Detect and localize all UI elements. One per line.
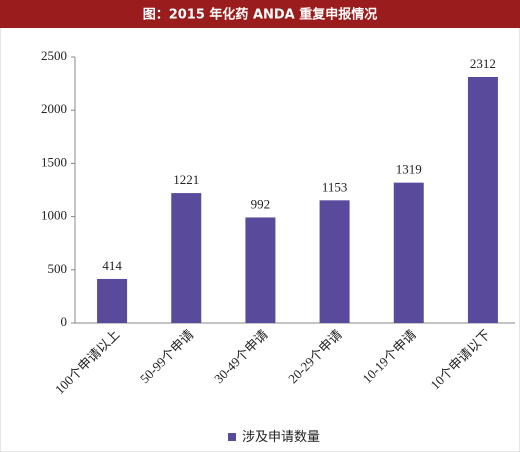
chart-title: 图：2015 年化药 ANDA 重复申报情况 (143, 7, 378, 23)
y-tick-label: 1000 (41, 208, 67, 223)
value-label: 2312 (470, 56, 496, 71)
value-label: 1221 (173, 172, 199, 187)
bar (467, 77, 498, 323)
bar (171, 193, 202, 323)
y-tick-label: 1500 (41, 154, 67, 169)
title-bar (0, 0, 520, 28)
y-tick-label: 500 (48, 261, 68, 276)
value-label: 1319 (396, 162, 422, 177)
bar (97, 278, 128, 323)
value-label: 414 (102, 258, 122, 273)
y-tick-label: 2500 (41, 48, 67, 63)
legend-swatch (228, 433, 236, 441)
value-label: 992 (251, 196, 271, 211)
y-tick-label: 2000 (41, 101, 67, 116)
legend-label: 涉及申请数量 (242, 429, 320, 444)
value-label: 1153 (322, 179, 348, 194)
bar (393, 182, 424, 323)
bar (319, 200, 350, 323)
bar (245, 217, 276, 323)
y-tick-label: 0 (61, 314, 68, 329)
